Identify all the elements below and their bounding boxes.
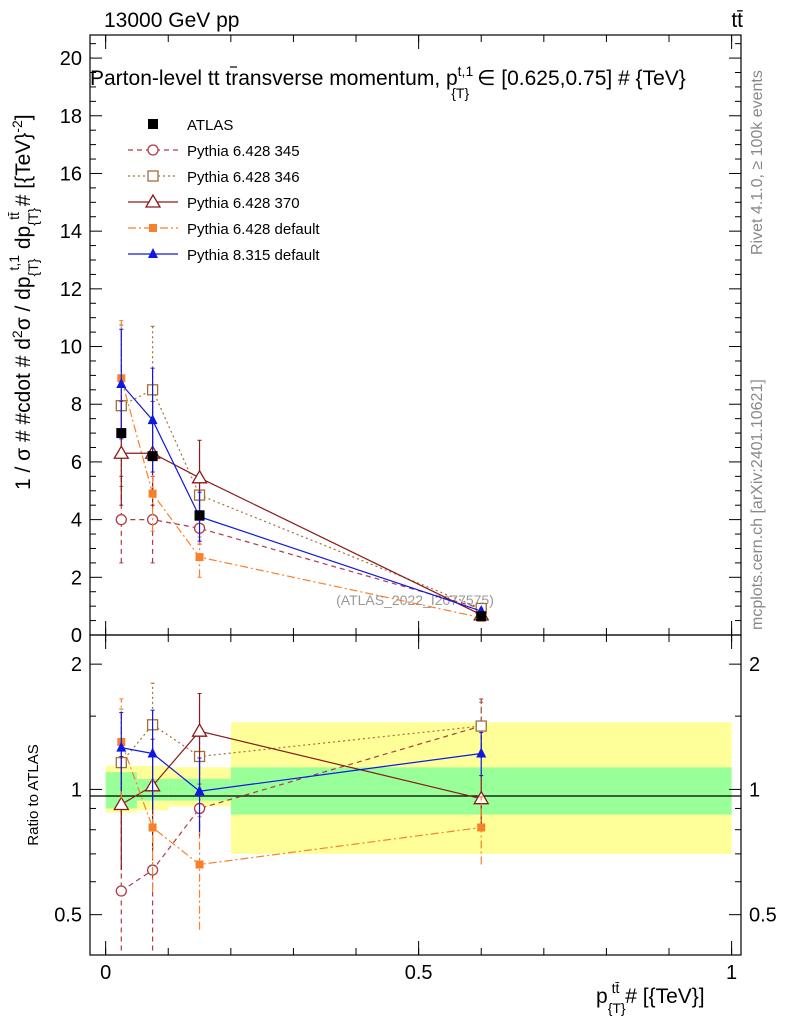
- marker-triangle-filled: [194, 785, 205, 796]
- series-line: [121, 388, 482, 610]
- marker-circle: [115, 885, 127, 897]
- marker-triangle: [113, 796, 130, 811]
- series-line: [120, 378, 482, 619]
- y-tick-label: 2: [71, 567, 82, 589]
- y-axis-label: 1 / σ # #cdot # d2σ / dp{T}t,1 dp{T}tt̄ …: [6, 114, 41, 490]
- marker-square-filled: [148, 823, 157, 832]
- series-line: [121, 452, 482, 616]
- y-tick-label: 4: [71, 510, 82, 532]
- ratio-series: [113, 682, 490, 951]
- ratio-series-line: [120, 725, 482, 892]
- process-label: tt̄: [731, 9, 743, 32]
- y-tick-label: 16: [60, 163, 82, 185]
- marker-square: [475, 720, 487, 732]
- rivet-version-label: Rivet 4.1.0, ≥ 100k events: [749, 70, 766, 255]
- legend: ATLAS Pythia 6.428 345 Pythia 6.428 346 Pyt…: [128, 117, 320, 264]
- x-tick-label: 0.5: [405, 962, 433, 984]
- atlas-data: [116, 428, 487, 622]
- legend-label: Pythia 8.315 default: [187, 247, 320, 264]
- main-series: [113, 320, 490, 622]
- series-line: [121, 519, 482, 610]
- ratio-tick-label: 0.5: [54, 905, 82, 927]
- ratio-tick-label-right: 2: [749, 654, 760, 676]
- marker-triangle-filled: [476, 747, 487, 758]
- y-tick-label: 8: [71, 394, 82, 416]
- ratio-series-line: [120, 730, 482, 805]
- marker-atlas: [476, 611, 487, 622]
- marker-square-filled: [195, 860, 204, 869]
- ratio-tick-label-right: 1: [749, 779, 760, 801]
- marker-square-filled: [149, 224, 157, 232]
- ratio-axis-label: Ratio to ATLAS: [25, 744, 42, 845]
- marker-triangle: [113, 444, 130, 459]
- y-tick-label: 0: [71, 625, 82, 647]
- marker-circle: [115, 513, 127, 526]
- ratio-tick-label: 2: [71, 654, 82, 676]
- marker-atlas: [148, 119, 158, 129]
- x-axis-label: p{T}tt̄ # [{TeV}]: [596, 980, 705, 1016]
- y-tick-label: 18: [60, 106, 82, 128]
- ratio-tick-label: 1: [71, 779, 82, 801]
- legend-label: Pythia 6.428 default: [187, 221, 320, 238]
- ratio-tick-label-right: 0.5: [749, 905, 777, 927]
- marker-triangle-filled: [116, 378, 127, 389]
- legend-label: Pythia 6.428 346: [187, 169, 300, 186]
- legend-label: Pythia 6.428 370: [187, 195, 300, 212]
- marker-square: [147, 170, 159, 182]
- marker-square-filled: [477, 823, 486, 832]
- marker-triangle: [191, 469, 208, 484]
- marker-triangle-filled: [147, 747, 158, 758]
- legend-label-atlas: ATLAS: [187, 117, 233, 134]
- watermark: (ATLAS_2022_I2077575): [336, 592, 494, 608]
- energy-label: 13000 GeV pp: [104, 9, 239, 32]
- marker-square-filled: [148, 489, 157, 498]
- chart-title: Parton-level tt transverse momentum, pt,…: [90, 63, 686, 101]
- marker-triangle: [144, 193, 162, 208]
- marker-triangle-filled: [116, 741, 127, 752]
- ratio-series-line: [120, 741, 482, 866]
- mcplots-reference-label: mcplots.cern.ch [arXiv:2401.10621]: [749, 379, 766, 630]
- ratio-series-line: [121, 747, 482, 792]
- marker-atlas: [147, 451, 158, 462]
- marker-triangle-filled: [148, 248, 158, 258]
- y-tick-label: 20: [60, 48, 82, 70]
- x-tick-label: 1: [726, 962, 737, 984]
- marker-atlas: [116, 428, 127, 439]
- marker-triangle: [191, 722, 208, 737]
- marker-square-filled: [195, 553, 204, 562]
- y-tick-label: 6: [71, 452, 82, 474]
- y-tick-label: 10: [60, 337, 82, 359]
- marker-triangle-filled: [147, 414, 158, 425]
- series-line: [120, 383, 482, 612]
- y-tick-label: 12: [60, 279, 82, 301]
- ratio-frame: [89, 634, 742, 956]
- x-tick-label: 0: [100, 962, 111, 984]
- y-tick-label: 14: [60, 221, 82, 243]
- marker-atlas: [194, 510, 205, 521]
- marker-circle: [147, 144, 159, 156]
- legend-label: Pythia 6.428 345: [187, 143, 300, 160]
